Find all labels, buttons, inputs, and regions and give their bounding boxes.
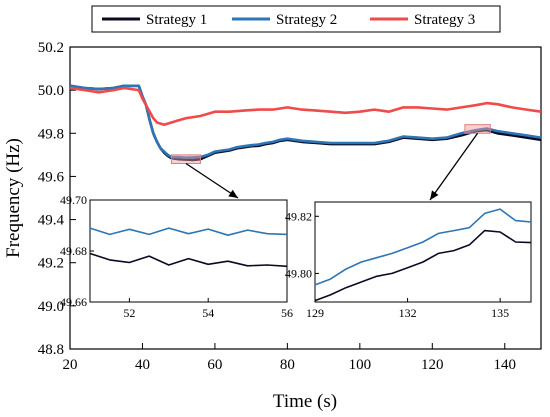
plot-frame (69, 46, 542, 350)
y-tick-label: 50.2 (38, 40, 64, 56)
x-tick-label: 20 (63, 357, 78, 373)
inset-x-tick-label: 135 (491, 306, 509, 320)
inset-panel: 52 54 56 49.66 49.68 49.70 (60, 162, 293, 320)
zoom-highlight-box (170, 154, 201, 164)
x-axis-title: Time (s) (273, 391, 337, 412)
y-tick-label: 49.6 (38, 169, 65, 185)
inset-x-tick-label: 132 (399, 306, 417, 320)
x-tick-label: 140 (494, 357, 517, 373)
x-tick-label: 40 (135, 357, 150, 373)
inset-x-tick-label: 56 (281, 306, 293, 320)
zoom-arrow (185, 162, 239, 199)
zoom-arrow-head (228, 189, 238, 198)
inset-series-line (314, 208, 532, 286)
x-tick-label: 80 (280, 357, 295, 373)
series-line (69, 86, 542, 126)
legend-label: Strategy 1 (146, 12, 207, 28)
y-tick-label: 49.0 (38, 299, 64, 315)
x-tick-label: 100 (349, 357, 372, 373)
y-tick-label: 50.0 (38, 83, 64, 99)
inset-y-tick-label: 49.80 (285, 266, 312, 280)
y-tick-label: 49.8 (38, 126, 64, 142)
y-tick-label: 48.8 (38, 342, 64, 358)
legend: Strategy 1 Strategy 2 Strategy 3 (102, 12, 475, 28)
x-tick-label: 120 (421, 357, 444, 373)
y-tick-label: 49.2 (38, 256, 64, 272)
y-tick-label: 49.4 (38, 213, 65, 229)
inset-series-line (89, 227, 288, 236)
inset-x-tick-label: 129 (306, 306, 324, 320)
series-line (69, 84, 542, 159)
inset-x-tick-label: 52 (123, 306, 135, 320)
inset-y-tick-label: 49.66 (60, 295, 87, 309)
inset-y-tick-label: 49.68 (60, 244, 87, 258)
main-ticks: 20 40 60 80 100 120 140 48.8 49.0 49.2 49.4 49.6 49.… (38, 40, 516, 373)
zoom-arrow-head (430, 190, 439, 200)
inset-x-tick-label: 54 (202, 306, 214, 320)
inset-y-tick-label: 49.82 (285, 209, 312, 223)
inset-series-line (89, 252, 288, 268)
legend-label: Strategy 3 (414, 12, 475, 28)
inset-series-line (314, 229, 532, 302)
x-tick-label: 60 (207, 357, 222, 373)
zoom-arrow (429, 132, 479, 201)
insets: 52 54 56 49.66 49.68 49.70 129 132 135 49.80 49.82 (60, 132, 532, 320)
legend-label: Strategy 2 (276, 12, 337, 28)
legend-box (91, 5, 501, 33)
inset-frame (89, 199, 288, 303)
inset-y-tick-label: 49.70 (60, 193, 87, 207)
y-axis-title: Frequency (Hz) (3, 138, 24, 258)
inset-panel: 129 132 135 49.80 49.82 (285, 132, 532, 320)
zoom-highlight-box (464, 124, 491, 134)
main-series (69, 84, 542, 162)
